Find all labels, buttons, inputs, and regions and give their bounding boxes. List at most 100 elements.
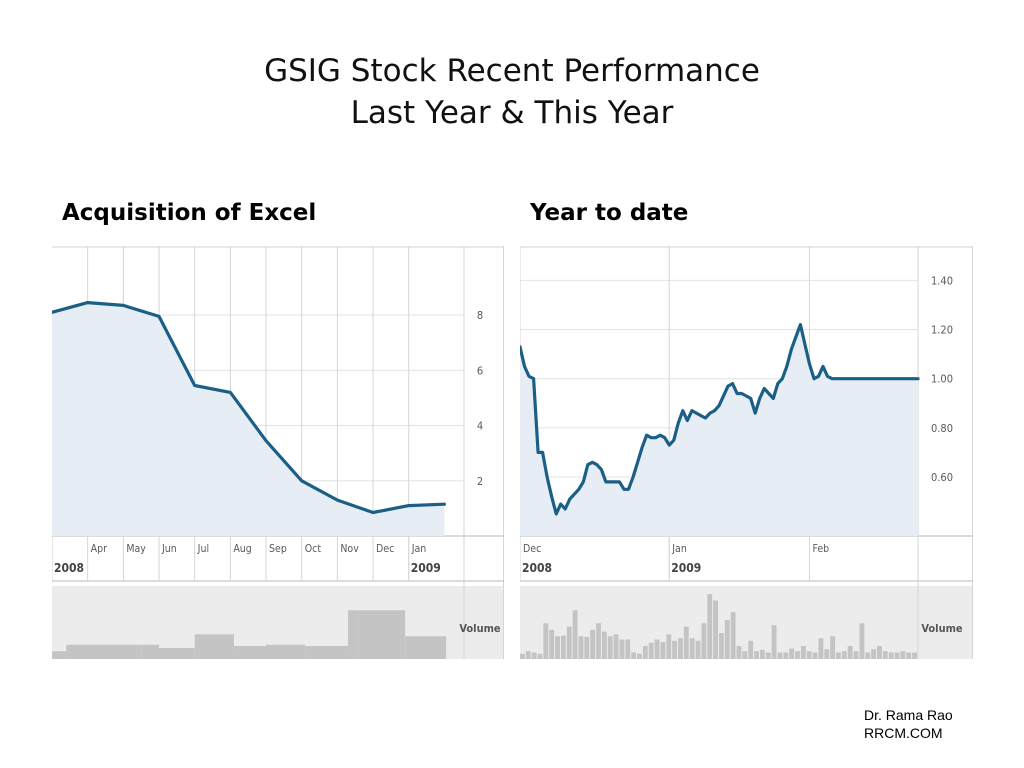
slide-title: GSIG Stock Recent Performance Last Year … [0,50,1024,134]
title-line-2: Last Year & This Year [350,95,674,131]
volume-bar [642,646,648,659]
volume-bar [841,651,847,659]
volume-bar [648,642,654,659]
price-area [52,302,445,536]
x-tick-label: Jul [197,543,209,555]
volume-bar [912,652,917,659]
credit-name: Dr. Rama Rao [864,707,953,723]
volume-bar [871,649,877,659]
volume-bar [233,646,267,659]
volume-bar [818,638,824,659]
volume-bar [853,651,859,659]
volume-bar [654,639,660,659]
volume-bar [894,652,900,659]
volume-bar [619,639,625,659]
volume-bar [754,651,759,659]
price-line [52,301,446,515]
volume-bar [607,636,613,659]
title-line-1: GSIG Stock Recent Performance [264,53,760,89]
volume-bar [601,631,607,659]
volume-bar [736,646,742,659]
volume-bar [701,623,707,659]
y-tick-label: 0.60 [931,471,953,484]
volume-bar [520,653,525,659]
x-tick-label: Jan [411,543,427,555]
volume-bar [707,594,713,659]
y-tick-label: 8 [477,309,483,322]
year-to-date-chart: 0.60 0.80 1.00 1.20 1.40 Dec Jan Feb 2008 2009 Vol… [520,246,973,659]
volume-bar [625,639,631,659]
volume-bar [800,646,806,659]
volume-bar [566,626,572,659]
volume-bar [847,646,853,659]
volume-bar [824,649,830,659]
volume-bar [695,640,701,659]
volume-bar [590,629,596,659]
year-label: 2009 [671,561,701,575]
volume-bar [859,623,865,659]
volume-bar [877,646,882,659]
y-tick-label: 0.80 [931,422,953,435]
x-tick-label: Apr [91,543,107,555]
volume-bar [789,648,795,659]
left-chart-heading: Acquisition of Excel [62,200,317,226]
volume-bar [713,600,718,659]
x-tick-label: Jan [671,543,687,555]
volume-label: Volume [459,622,501,635]
right-chart-heading: Year to date [530,200,689,226]
volume-bar [660,642,666,659]
volume-bar [584,636,590,659]
x-tick-label: Dec [523,543,541,555]
y-tick-label: 1.40 [931,274,953,287]
volume-bar [765,652,771,659]
volume-bar [560,635,566,659]
volume-bar [689,638,695,659]
credit-site: RRCM.COM [864,725,943,741]
volume-bar [812,652,818,659]
volume-bar [549,629,555,659]
volume-bar [906,652,912,659]
x-tick-label: Feb [812,543,829,555]
volume-bar [159,647,195,659]
volume-bar [882,651,888,659]
year-label: 2008 [54,561,84,575]
volume-bar [537,653,543,659]
volume-bar [305,646,349,659]
x-tick-label: Sep [269,543,287,555]
volume-bar [194,634,234,659]
price-line [520,323,920,516]
x-tick-label: Aug [233,543,251,555]
volume-bar [578,636,584,659]
volume-bar [742,651,748,659]
year-label: 2008 [522,561,552,575]
volume-bar [783,652,789,659]
year-label: 2009 [411,561,441,575]
volume-bar [596,623,601,659]
volume-bar [66,644,142,659]
volume-bar [637,653,642,659]
volume-bar [748,640,754,659]
volume-bar [678,638,683,659]
volume-bar [719,633,724,659]
volume-bar [543,623,549,659]
volume-bar [531,652,537,659]
x-tick-label: Oct [305,543,322,555]
volume-bar [266,644,306,659]
x-tick-label: Jun [161,543,177,555]
volume-bar [830,636,836,659]
y-tick-label: 2 [477,475,483,488]
volume-bar [405,636,447,659]
volume-bar [672,640,678,659]
volume-label: Volume [921,622,963,635]
volume-bar [759,649,765,659]
volume-bar [865,652,871,659]
volume-panel [520,586,973,659]
volume-bar [555,636,560,659]
volume-bar [777,652,783,659]
x-tick-label: May [126,543,146,555]
volume-bar [613,634,619,659]
volume-bar [730,612,736,659]
volume-bar [900,651,906,659]
y-tick-label: 1.20 [931,324,953,337]
author-credit: Dr. Rama Rao RRCM.COM [864,706,953,742]
